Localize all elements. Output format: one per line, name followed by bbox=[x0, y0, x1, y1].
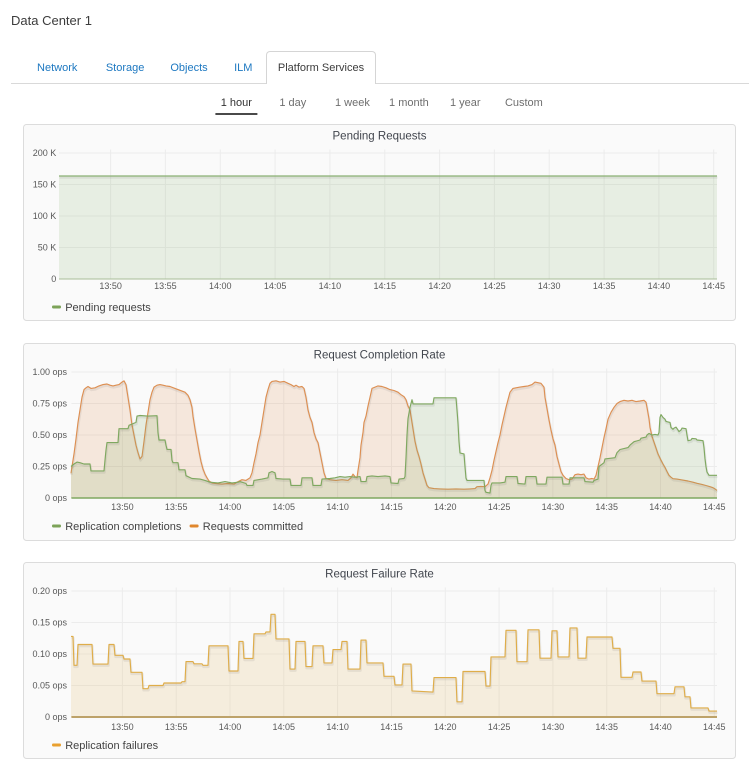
svg-text:13:50: 13:50 bbox=[99, 281, 122, 291]
svg-text:100 K: 100 K bbox=[33, 211, 57, 221]
svg-text:14:15: 14:15 bbox=[374, 281, 397, 291]
svg-text:14:15: 14:15 bbox=[380, 502, 403, 512]
svg-text:0.05 ops: 0.05 ops bbox=[32, 681, 67, 691]
svg-text:0.20 ops: 0.20 ops bbox=[32, 586, 67, 596]
svg-text:0.50 ops: 0.50 ops bbox=[32, 430, 67, 440]
svg-text:14:35: 14:35 bbox=[593, 281, 616, 291]
svg-text:14:45: 14:45 bbox=[702, 281, 725, 291]
svg-text:14:10: 14:10 bbox=[326, 502, 349, 512]
svg-text:14:05: 14:05 bbox=[273, 722, 296, 732]
svg-text:14:25: 14:25 bbox=[488, 722, 511, 732]
svg-text:13:50: 13:50 bbox=[111, 502, 134, 512]
svg-text:0 ops: 0 ops bbox=[45, 493, 68, 503]
svg-text:Request Completion Rate: Request Completion Rate bbox=[314, 349, 446, 361]
svg-text:14:45: 14:45 bbox=[703, 502, 726, 512]
svg-text:0.25 ops: 0.25 ops bbox=[32, 462, 67, 472]
svg-text:150 K: 150 K bbox=[33, 180, 57, 190]
svg-text:14:20: 14:20 bbox=[434, 502, 457, 512]
svg-text:14:40: 14:40 bbox=[648, 281, 671, 291]
svg-text:13:55: 13:55 bbox=[165, 502, 188, 512]
svg-text:14:10: 14:10 bbox=[319, 281, 342, 291]
svg-text:14:40: 14:40 bbox=[649, 722, 672, 732]
svg-text:14:30: 14:30 bbox=[538, 281, 561, 291]
svg-text:14:30: 14:30 bbox=[542, 722, 565, 732]
svg-text:14:00: 14:00 bbox=[209, 281, 232, 291]
svg-text:14:00: 14:00 bbox=[219, 722, 242, 732]
svg-text:14:10: 14:10 bbox=[326, 722, 349, 732]
svg-text:Request Failure Rate: Request Failure Rate bbox=[325, 568, 434, 580]
svg-text:14:45: 14:45 bbox=[703, 722, 726, 732]
svg-text:0.15 ops: 0.15 ops bbox=[32, 618, 67, 628]
svg-text:14:00: 14:00 bbox=[219, 502, 242, 512]
svg-text:0.75 ops: 0.75 ops bbox=[32, 399, 67, 409]
svg-text:Replication failures: Replication failures bbox=[65, 740, 158, 752]
svg-text:50 K: 50 K bbox=[38, 243, 57, 253]
svg-text:200 K: 200 K bbox=[33, 148, 57, 158]
svg-text:14:35: 14:35 bbox=[595, 502, 618, 512]
svg-text:14:25: 14:25 bbox=[488, 502, 511, 512]
svg-text:14:25: 14:25 bbox=[483, 281, 506, 291]
svg-text:13:50: 13:50 bbox=[111, 722, 134, 732]
svg-text:14:30: 14:30 bbox=[542, 502, 565, 512]
svg-text:0 ops: 0 ops bbox=[45, 712, 68, 722]
svg-text:Pending Requests: Pending Requests bbox=[333, 130, 427, 142]
svg-text:0.10 ops: 0.10 ops bbox=[32, 649, 67, 659]
svg-text:14:20: 14:20 bbox=[434, 722, 457, 732]
svg-text:13:55: 13:55 bbox=[154, 281, 177, 291]
svg-text:14:35: 14:35 bbox=[595, 722, 618, 732]
svg-text:14:05: 14:05 bbox=[273, 502, 296, 512]
svg-text:0: 0 bbox=[51, 274, 56, 284]
svg-text:Requests committed: Requests committed bbox=[203, 521, 303, 533]
svg-text:14:05: 14:05 bbox=[264, 281, 287, 291]
svg-text:14:20: 14:20 bbox=[428, 281, 451, 291]
svg-text:13:55: 13:55 bbox=[165, 722, 188, 732]
svg-text:14:40: 14:40 bbox=[649, 502, 672, 512]
svg-text:Pending requests: Pending requests bbox=[65, 302, 151, 314]
svg-text:1.00 ops: 1.00 ops bbox=[32, 367, 67, 377]
svg-text:14:15: 14:15 bbox=[380, 722, 403, 732]
svg-text:Replication completions: Replication completions bbox=[65, 521, 182, 533]
